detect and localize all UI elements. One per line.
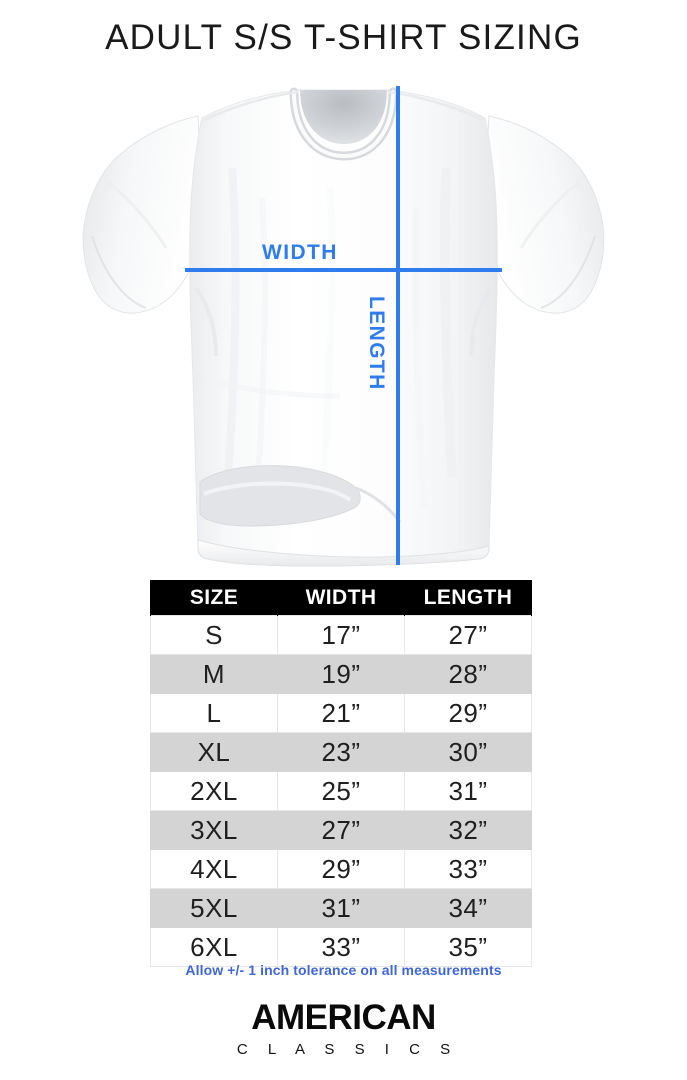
brand-name-primary: AMERICAN (251, 998, 436, 1037)
cell-width: 21” (277, 693, 405, 733)
column-header-size: SIZE (150, 580, 278, 616)
cell-size: 4XL (150, 849, 278, 889)
cell-width: 19” (277, 654, 405, 694)
brand-name-secondary: C L A S S I C S (236, 1041, 459, 1058)
cell-length: 27” (404, 615, 532, 655)
table-row: 5XL 31” 34” (150, 888, 532, 928)
width-measure-line (185, 268, 502, 272)
cell-size: M (150, 654, 278, 694)
cell-length: 28” (404, 654, 532, 694)
table-body: S 17” 27” M 19” 28” L 21” 29” XL 23” 30”… (150, 615, 532, 967)
table-row: M 19” 28” (150, 654, 532, 694)
cell-length: 29” (404, 693, 532, 733)
column-header-length: LENGTH (404, 580, 532, 616)
cell-width: 29” (277, 849, 405, 889)
table-row: 2XL 25” 31” (150, 771, 532, 811)
tshirt-illustration (0, 78, 687, 578)
table-row: L 21” 29” (150, 693, 532, 733)
cell-size: S (150, 615, 278, 655)
size-chart-table: SIZE WIDTH LENGTH S 17” 27” M 19” 28” L … (150, 580, 532, 967)
cell-size: 6XL (150, 927, 278, 967)
cell-width: 31” (277, 888, 405, 928)
table-row: 6XL 33” 35” (150, 927, 532, 967)
cell-width: 17” (277, 615, 405, 655)
cell-width: 25” (277, 771, 405, 811)
cell-size: 5XL (150, 888, 278, 928)
table-row: XL 23” 30” (150, 732, 532, 772)
cell-size: 2XL (150, 771, 278, 811)
cell-length: 33” (404, 849, 532, 889)
shirt-sizing-diagram: WIDTH LENGTH (0, 78, 687, 578)
cell-width: 27” (277, 810, 405, 850)
table-row: 3XL 27” 32” (150, 810, 532, 850)
cell-size: 3XL (150, 810, 278, 850)
cell-size: XL (150, 732, 278, 772)
cell-length: 34” (404, 888, 532, 928)
table-header-row: SIZE WIDTH LENGTH (150, 580, 532, 616)
table-row: 4XL 29” 33” (150, 849, 532, 889)
width-measure-label: WIDTH (262, 241, 338, 264)
table-header: SIZE WIDTH LENGTH (150, 580, 532, 616)
cell-width: 23” (277, 732, 405, 772)
length-measure-label: LENGTH (365, 296, 388, 391)
table-row: S 17” 27” (150, 615, 532, 655)
cell-length: 32” (404, 810, 532, 850)
cell-length: 31” (404, 771, 532, 811)
page-title: ADULT S/S T-SHIRT SIZING (105, 18, 582, 57)
cell-width: 33” (277, 927, 405, 967)
tolerance-note: Allow +/- 1 inch tolerance on all measur… (185, 962, 502, 978)
cell-length: 30” (404, 732, 532, 772)
column-header-width: WIDTH (277, 580, 405, 616)
length-measure-line (396, 86, 400, 565)
cell-size: L (150, 693, 278, 733)
cell-length: 35” (404, 927, 532, 967)
brand-logo: AMERICAN C L A S S I C S (0, 1000, 687, 1057)
